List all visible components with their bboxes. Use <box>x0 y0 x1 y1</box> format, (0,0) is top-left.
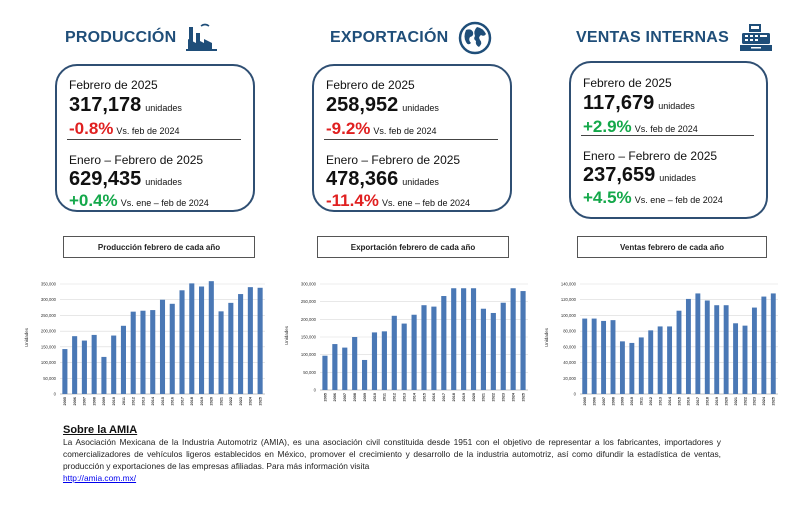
divider <box>67 139 241 140</box>
month-compare: Vs. feb de 2024 <box>634 124 698 134</box>
chart-button-exportacion[interactable]: Exportación febrero de cada año <box>317 236 509 258</box>
y-axis-label: Unidades <box>24 327 29 347</box>
section-ventas: VENTAS INTERNAS Febrero de 2025 117,679 u… <box>568 0 790 420</box>
ytd-compare: Vs. ene – feb de 2024 <box>634 195 723 205</box>
amia-link[interactable]: http://amia.com.mx/ <box>63 473 137 483</box>
ytd-change: +4.5% Vs. ene – feb de 2024 <box>583 188 723 207</box>
cash-register-icon <box>739 23 773 53</box>
section-header: EXPORTACIÓN <box>330 18 492 58</box>
section-title: VENTAS INTERNAS <box>576 29 729 46</box>
month-value: 117,679 unidades <box>583 92 695 114</box>
month-change: -9.2% Vs. feb de 2024 <box>326 119 437 138</box>
month-period: Febrero de 2025 <box>583 76 672 90</box>
month-value: 258,952 unidades <box>326 94 439 116</box>
chart-button-ventas[interactable]: Ventas febrero de cada año <box>577 236 767 258</box>
ytd-change: -11.4% Vs. ene – feb de 2024 <box>326 191 471 210</box>
unit-label: unidades <box>402 103 439 113</box>
ytd-change: +0.4% Vs. ene – feb de 2024 <box>69 191 209 210</box>
month-value: 317,178 unidades <box>69 94 182 116</box>
unit-label: unidades <box>658 101 695 111</box>
about-section: Sobre la AMIA La Asociación Mexicana de … <box>63 424 721 484</box>
about-body: La Asociación Mexicana de la Industria A… <box>63 437 721 483</box>
month-compare: Vs. feb de 2024 <box>116 126 180 136</box>
section-title: EXPORTACIÓN <box>330 29 449 46</box>
section-header: VENTAS INTERNAS <box>576 18 773 58</box>
ytd-compare: Vs. ene – feb de 2024 <box>381 198 471 208</box>
globe-icon <box>458 21 492 55</box>
section-title: PRODUCCIÓN <box>65 29 177 46</box>
unit-label: unidades <box>659 173 696 183</box>
section-exportacion: EXPORTACIÓN Febrero de 2025 258,952 unida… <box>310 0 570 420</box>
ytd-value: 478,366 unidades <box>326 168 439 190</box>
unit-label: unidades <box>145 177 182 187</box>
kpi-card: Febrero de 2025 258,952 unidades -9.2% Vs.… <box>312 64 512 212</box>
ytd-value: 237,659 unidades <box>583 164 696 186</box>
month-change: -0.8% Vs. feb de 2024 <box>69 119 180 138</box>
month-period: Febrero de 2025 <box>326 78 415 92</box>
factory-icon <box>186 23 218 53</box>
kpi-card: Febrero de 2025 317,178 unidades -0.8% Vs.… <box>55 64 255 212</box>
month-change: +2.9% Vs. feb de 2024 <box>583 117 698 136</box>
section-header: PRODUCCIÓN <box>65 18 218 58</box>
unit-label: unidades <box>145 103 182 113</box>
ytd-period: Enero – Febrero de 2025 <box>69 153 204 167</box>
month-period: Febrero de 2025 <box>69 78 158 92</box>
unit-label: unidades <box>402 177 439 187</box>
ytd-compare: Vs. ene – feb de 2024 <box>120 198 209 208</box>
divider <box>324 139 498 140</box>
about-heading: Sobre la AMIA <box>63 424 138 436</box>
chart-button-produccion[interactable]: Producción febrero de cada año <box>63 236 255 258</box>
ytd-value: 629,435 unidades <box>69 168 182 190</box>
month-compare: Vs. feb de 2024 <box>373 126 437 136</box>
ytd-period: Enero – Febrero de 2025 <box>583 149 718 163</box>
kpi-card: Febrero de 2025 117,679 unidades +2.9% Vs.… <box>569 61 768 219</box>
section-produccion: PRODUCCIÓN Febrero de 2025 317,178 unidad… <box>50 0 310 420</box>
ytd-period: Enero – Febrero de 2025 <box>326 153 461 167</box>
divider <box>581 135 754 136</box>
